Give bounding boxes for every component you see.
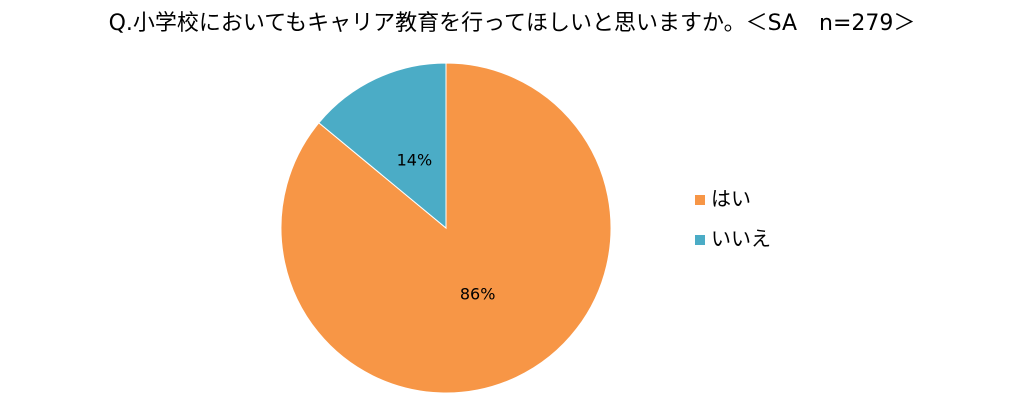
data-label: 86% [460, 285, 496, 304]
legend-swatch [695, 235, 705, 245]
legend-label: はい [711, 187, 751, 211]
chart-title: Q.小学校においてもキャリア教育を行ってほしいと思いますか。＜SA n=279＞ [109, 11, 916, 36]
legend-swatch [695, 195, 705, 205]
pie-slice [318, 62, 447, 230]
data-label: 14% [397, 150, 433, 169]
legend-label: いいえ [711, 227, 771, 251]
